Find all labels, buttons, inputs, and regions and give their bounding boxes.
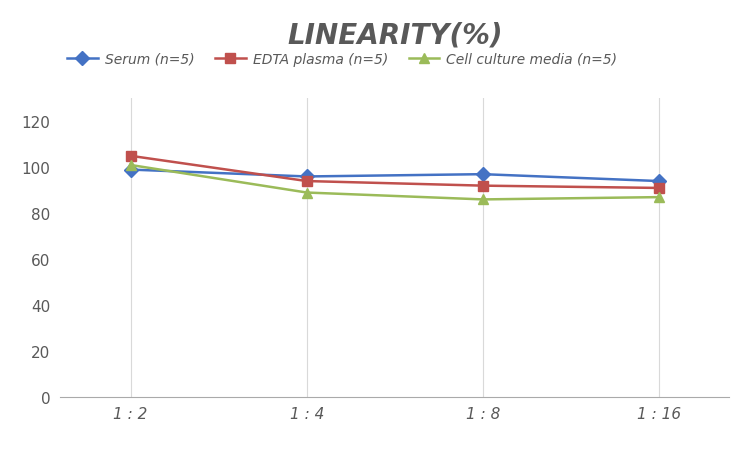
EDTA plasma (n=5)	[654, 186, 663, 191]
Serum (n=5)	[654, 179, 663, 184]
Title: LINEARITY(%): LINEARITY(%)	[287, 22, 502, 50]
EDTA plasma (n=5)	[126, 154, 135, 159]
Line: Serum (n=5): Serum (n=5)	[126, 166, 664, 187]
Legend: Serum (n=5), EDTA plasma (n=5), Cell culture media (n=5): Serum (n=5), EDTA plasma (n=5), Cell cul…	[67, 53, 617, 67]
EDTA plasma (n=5)	[302, 179, 311, 184]
Serum (n=5)	[302, 175, 311, 180]
Cell culture media (n=5)	[478, 197, 487, 202]
Serum (n=5)	[478, 172, 487, 178]
Cell culture media (n=5)	[302, 190, 311, 196]
Line: Cell culture media (n=5): Cell culture media (n=5)	[126, 161, 664, 205]
Cell culture media (n=5)	[654, 195, 663, 200]
EDTA plasma (n=5)	[478, 184, 487, 189]
Line: EDTA plasma (n=5): EDTA plasma (n=5)	[126, 152, 664, 193]
Cell culture media (n=5)	[126, 163, 135, 168]
Serum (n=5)	[126, 167, 135, 173]
